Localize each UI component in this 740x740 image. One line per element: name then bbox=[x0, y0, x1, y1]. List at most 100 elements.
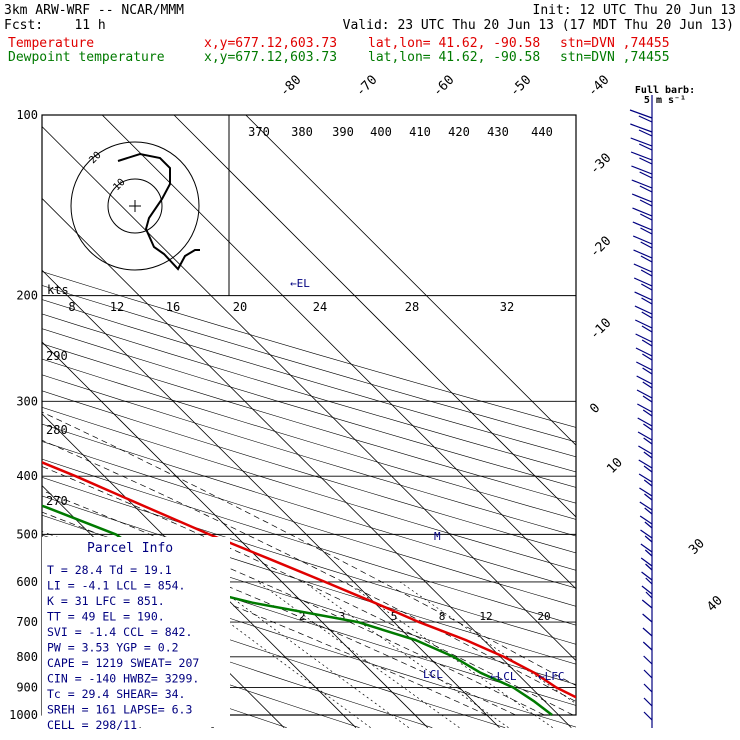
barb-key-units: 5 m s⁻¹ bbox=[644, 95, 686, 106]
pressure-label: 300 bbox=[16, 394, 38, 408]
isotherm-label: -80 bbox=[277, 73, 304, 100]
wind-barb bbox=[634, 319, 653, 329]
wind-barb-flag bbox=[645, 591, 653, 599]
mixing-ratio-label: 12 bbox=[479, 610, 492, 623]
dewpoint-legend: Dewpoint temperature bbox=[8, 50, 165, 65]
wind-barb bbox=[629, 109, 653, 119]
parcel-info-row: CAPE = 1219 SWEAT= 207 bbox=[47, 656, 199, 670]
dry-adiabat bbox=[42, 597, 433, 728]
dewpoint-xy: x,y=677.12,603.73 bbox=[204, 50, 338, 65]
theta-label: 420 bbox=[448, 125, 470, 139]
wind-barb-flag bbox=[644, 521, 653, 529]
wind-barb-flag bbox=[644, 549, 653, 557]
wind-barb bbox=[643, 711, 653, 721]
wind-barb-flag bbox=[643, 437, 653, 445]
hodograph-speed-label: 28 bbox=[405, 300, 419, 314]
wind-barb bbox=[642, 627, 653, 637]
m-marker: M bbox=[434, 530, 441, 543]
wind-barb bbox=[630, 137, 653, 147]
parcel-info-title: Parcel Info bbox=[87, 541, 173, 556]
wind-barb-flag bbox=[638, 143, 653, 151]
hodograph-speed-label: 32 bbox=[500, 300, 514, 314]
dry-adiabat bbox=[42, 476, 576, 645]
wind-barb bbox=[633, 249, 653, 259]
mixing-ratio-line bbox=[345, 581, 553, 728]
pressure-label: 900 bbox=[16, 681, 38, 695]
wind-barb-flag bbox=[642, 353, 653, 361]
isotherm-label: -20 bbox=[587, 234, 614, 261]
dry-adiabat bbox=[42, 328, 576, 488]
wind-barb-flag bbox=[641, 339, 653, 347]
wind-barb-flag bbox=[639, 185, 653, 193]
wind-barb-flag bbox=[642, 381, 653, 389]
temperature-line bbox=[42, 461, 576, 699]
init-time: Init: 12 UTC Thu 20 Jun 13 bbox=[532, 3, 737, 18]
wind-barb bbox=[636, 375, 653, 385]
mixing-ratio-label: 2 bbox=[299, 610, 306, 623]
isotherm-label: -40 bbox=[585, 73, 612, 100]
wind-barb-flag bbox=[639, 171, 653, 179]
wind-barb bbox=[635, 333, 653, 343]
mixing-ratio-label: 3 bbox=[339, 610, 346, 623]
theta-label: 370 bbox=[248, 125, 270, 139]
wind-barb bbox=[638, 473, 653, 483]
wind-barb bbox=[637, 403, 653, 413]
isotherm-label: 10 bbox=[604, 455, 626, 477]
wind-barb-flag bbox=[645, 563, 653, 571]
dry-adiabat bbox=[42, 423, 576, 589]
theta-label: 280 bbox=[46, 423, 68, 437]
temperature-xy: x,y=677.12,603.73 bbox=[204, 36, 338, 51]
wind-barb bbox=[641, 571, 653, 581]
wind-barb bbox=[640, 543, 653, 553]
theta-label: 400 bbox=[370, 125, 392, 139]
wind-barb bbox=[633, 263, 653, 273]
parcel-info-row: CELL = 298/11 bbox=[47, 718, 137, 732]
wind-barb-flag bbox=[642, 395, 653, 403]
wind-barb bbox=[633, 277, 653, 287]
wind-barb bbox=[637, 431, 653, 441]
dry-adiabat bbox=[42, 313, 576, 473]
hodograph: 10 20 kts bbox=[47, 115, 230, 297]
wind-barb-flag bbox=[639, 199, 653, 207]
dry-adiabat bbox=[42, 495, 576, 665]
wind-barb-flag bbox=[638, 129, 653, 137]
isotherm-label: 0 bbox=[587, 401, 603, 417]
mixing-ratio-label: 5 bbox=[391, 610, 398, 623]
theta-label: 410 bbox=[409, 125, 431, 139]
wind-barb-flag bbox=[644, 535, 653, 543]
dry-adiabat bbox=[42, 441, 576, 607]
isotherm-label: -10 bbox=[587, 316, 614, 343]
wind-barb bbox=[642, 641, 653, 651]
model-title: 3km ARW-WRF -- NCAR/MMM bbox=[4, 3, 185, 18]
parcel-info-row: SREH = 161 LAPSE= 6.3 bbox=[47, 703, 192, 717]
pressure-label: 1000 bbox=[9, 708, 38, 722]
isotherm-label: 30 bbox=[686, 536, 708, 558]
isotherm bbox=[42, 269, 500, 728]
wind-barb-flag bbox=[640, 255, 653, 263]
lcl-marker: LCL bbox=[423, 668, 443, 681]
wind-barb-flag bbox=[645, 577, 653, 585]
wind-barb bbox=[636, 389, 653, 399]
mixing-ratio-line bbox=[210, 581, 410, 728]
wind-barb bbox=[639, 515, 653, 525]
parcel-info-row: Tc = 29.4 SHEAR= 34. bbox=[47, 687, 185, 701]
pressure-label: 600 bbox=[16, 575, 38, 589]
parcel-info-panel: Parcel Info T = 28.4 Td = 19.1 LI = -4.1 L… bbox=[42, 537, 230, 732]
pressure-label: 100 bbox=[16, 108, 38, 122]
wind-barb bbox=[638, 459, 653, 469]
parcel-info-row: PW = 3.53 YGP = 0.2 bbox=[47, 641, 179, 655]
lcl-marker: ←LCL bbox=[490, 670, 517, 683]
plot-border bbox=[41, 114, 577, 716]
forecast-hour: Fcst: 11 h bbox=[4, 18, 106, 33]
mixing-ratio-line bbox=[174, 581, 371, 728]
hodograph-ring bbox=[70, 141, 200, 271]
parcel-info-bg bbox=[42, 537, 230, 727]
hodograph-speed-label: 24 bbox=[313, 300, 327, 314]
isotherm-label: -50 bbox=[507, 73, 534, 100]
wind-barb bbox=[632, 235, 653, 245]
wind-barb bbox=[632, 207, 653, 217]
wind-barb bbox=[641, 585, 653, 595]
mixing-ratio-line bbox=[257, 581, 460, 728]
wind-barb bbox=[630, 123, 653, 133]
pressure-label: 400 bbox=[16, 469, 38, 483]
